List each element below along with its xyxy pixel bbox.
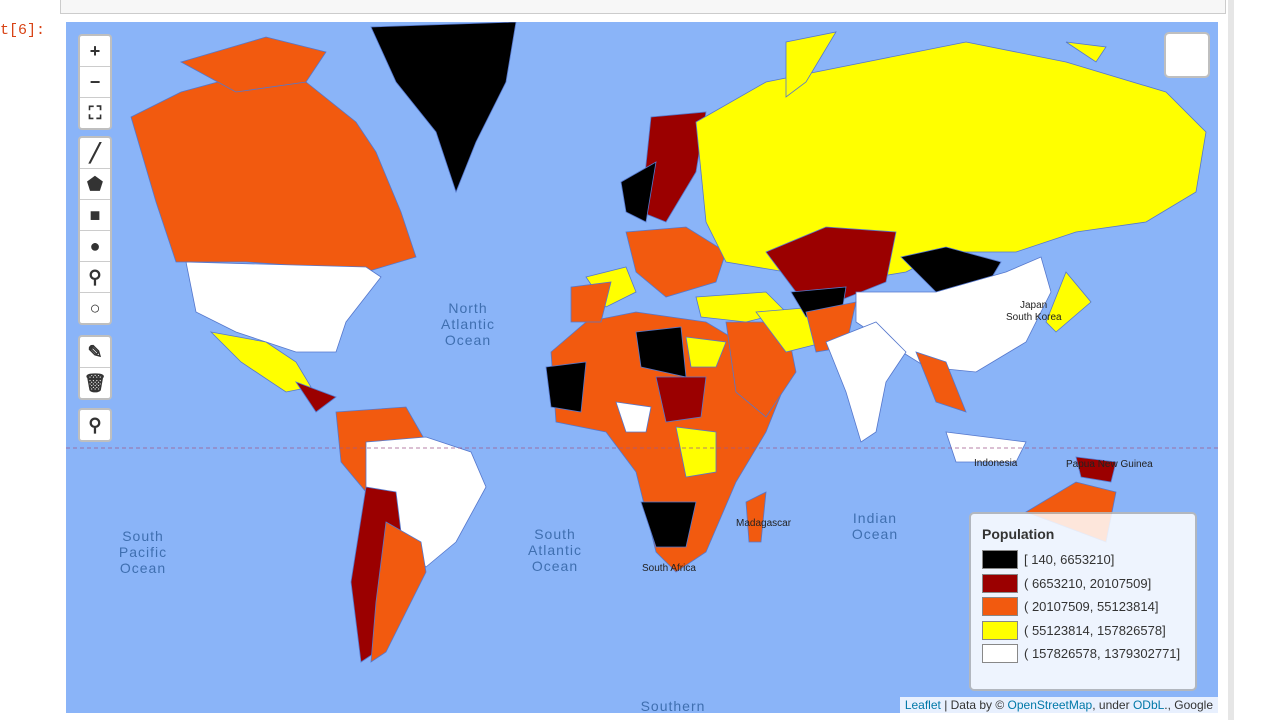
legend-swatch bbox=[982, 644, 1018, 664]
place-label: Indonesia bbox=[974, 458, 1018, 469]
search-control: ⚲ bbox=[78, 408, 112, 442]
ocean-label-line: South bbox=[534, 526, 576, 542]
cell-prompt: t[6]: bbox=[0, 22, 46, 39]
leaflet-link[interactable]: Leaflet bbox=[904, 698, 941, 712]
ocean-label: Southern bbox=[633, 698, 713, 713]
osm-link[interactable]: OpenStreetMap bbox=[1007, 698, 1093, 712]
place-label: South Africa bbox=[642, 563, 696, 574]
legend-label: ( 157826578, 1379302771] bbox=[1024, 646, 1181, 662]
legend-items: [ 140, 6653210] ( 6653210, 20107509] ( 201… bbox=[971, 548, 1195, 666]
legend: Population [ 140, 6653210] ( 6653210, 201… bbox=[969, 512, 1197, 691]
place-label: South Korea bbox=[1006, 312, 1062, 323]
legend-label: ( 55123814, 157826578] bbox=[1024, 622, 1166, 638]
delete-layers[interactable]: 🗑 bbox=[83, 372, 107, 393]
ocean-label-line: North bbox=[448, 300, 488, 316]
legend-swatch bbox=[982, 550, 1018, 570]
edit-layers[interactable]: ✎ bbox=[80, 337, 110, 368]
legend-label: ( 20107509, 55123814] bbox=[1024, 599, 1159, 615]
fullscreen[interactable]: ⛶ bbox=[88, 102, 102, 123]
place-label: Papua New Guinea bbox=[1066, 459, 1153, 470]
draw-toolbar: ╱ ⬟ ■ ● ⚲ ○ bbox=[78, 136, 112, 325]
zoom-in[interactable]: + bbox=[80, 36, 110, 67]
map-shapes bbox=[66, 22, 1218, 663]
draw-rectangle[interactable]: ■ bbox=[80, 200, 110, 231]
draw-polygon[interactable]: ⬟ bbox=[80, 169, 110, 200]
layers-control[interactable] bbox=[1164, 32, 1210, 78]
legend-label: [ 140, 6653210] bbox=[1024, 552, 1115, 568]
attribution: Leaflet | Data by © OpenStreetMap, under… bbox=[899, 697, 1218, 713]
place-label: Japan bbox=[1020, 300, 1048, 311]
zoom-control: + − ⛶ bbox=[78, 34, 112, 130]
ocean-label: North Atlantic Ocean bbox=[428, 300, 508, 348]
draw-circle[interactable]: ● bbox=[80, 231, 110, 262]
legend-item: ( 6653210, 20107509] bbox=[982, 572, 1195, 596]
attribution-text: | Data by © bbox=[940, 698, 1008, 712]
legend-swatch bbox=[982, 573, 1018, 593]
attribution-text: ., Google bbox=[1164, 698, 1213, 712]
ocean-label-line: Southern bbox=[640, 698, 706, 713]
attribution-text: , under bbox=[1092, 698, 1133, 712]
ocean-label: South Atlantic Ocean bbox=[515, 526, 595, 574]
ocean-label-line: Ocean bbox=[531, 558, 579, 574]
search[interactable]: ⚲ bbox=[88, 414, 102, 435]
legend-item: ( 157826578, 1379302771] bbox=[982, 642, 1195, 666]
draw-marker[interactable]: ⚲ bbox=[80, 262, 110, 293]
edit-toolbar: ✎ 🗑 bbox=[78, 335, 112, 400]
scrollbar[interactable] bbox=[1228, 0, 1234, 720]
ocean-label: Indian Ocean bbox=[835, 510, 915, 542]
ocean-label-line: Ocean bbox=[851, 526, 899, 542]
ocean-label-line: Ocean bbox=[444, 332, 492, 348]
legend-label: ( 6653210, 20107509] bbox=[1024, 575, 1152, 591]
legend-title: Population bbox=[982, 526, 1055, 542]
ocean-label-line: Atlantic bbox=[528, 542, 582, 558]
ocean-label-line: Pacific bbox=[118, 544, 168, 560]
legend-item: ( 55123814, 157826578] bbox=[982, 619, 1195, 643]
legend-swatch bbox=[982, 597, 1018, 617]
ocean-label-line: South bbox=[122, 528, 164, 544]
ocean-label-line: Atlantic bbox=[441, 316, 495, 332]
legend-swatch bbox=[982, 620, 1018, 640]
draw-circle-marker[interactable]: ○ bbox=[89, 297, 101, 318]
ocean-label-line: Ocean bbox=[119, 560, 167, 576]
legend-item: ( 20107509, 55123814] bbox=[982, 595, 1195, 619]
zoom-out[interactable]: − bbox=[80, 67, 110, 98]
draw-line[interactable]: ╱ bbox=[80, 138, 110, 169]
map[interactable]: + − ⛶ ╱ ⬟ ■ ● ⚲ ○ ✎ 🗑 ⚲ North Atlantic Oce… bbox=[66, 22, 1218, 713]
odbl-link[interactable]: ODbL bbox=[1132, 698, 1165, 712]
ocean-label-line: Indian bbox=[852, 510, 898, 526]
input-cell bbox=[60, 0, 1226, 14]
ocean-label: South Pacific Ocean bbox=[103, 528, 183, 576]
legend-item: [ 140, 6653210] bbox=[982, 548, 1195, 572]
place-label: Madagascar bbox=[736, 518, 792, 529]
